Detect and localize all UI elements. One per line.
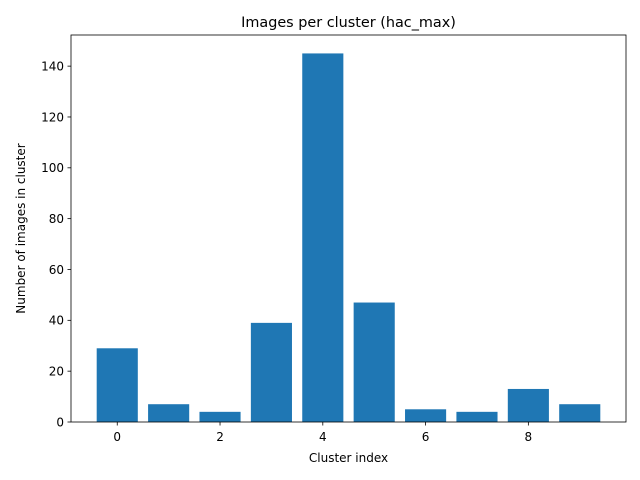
bars-group bbox=[96, 53, 601, 423]
y-tick-label: 100 bbox=[41, 161, 64, 175]
bar-cluster-5 bbox=[353, 302, 395, 422]
y-tick-label: 140 bbox=[41, 59, 64, 73]
y-tick-label: 20 bbox=[49, 364, 64, 378]
x-axis-ticks: 0 2 4 6 8 bbox=[113, 422, 532, 444]
y-tick-label: 0 bbox=[56, 415, 64, 429]
x-axis-label: Cluster index bbox=[309, 451, 388, 465]
y-tick-label: 120 bbox=[41, 110, 64, 124]
x-tick-label: 4 bbox=[319, 430, 327, 444]
bar-cluster-4 bbox=[302, 53, 344, 423]
y-tick-label: 80 bbox=[49, 212, 64, 226]
bar-cluster-1 bbox=[148, 404, 190, 422]
bar-cluster-9 bbox=[559, 404, 601, 422]
y-axis-ticks: 0 20 40 60 80 100 120 140 bbox=[41, 59, 71, 429]
y-tick-label: 60 bbox=[49, 263, 64, 277]
y-tick-label: 40 bbox=[49, 314, 64, 328]
y-axis-label: Number of images in cluster bbox=[14, 143, 28, 313]
bar-cluster-8 bbox=[507, 388, 549, 422]
x-tick-label: 6 bbox=[422, 430, 430, 444]
chart-title: Images per cluster (hac_max) bbox=[241, 15, 456, 31]
bar-cluster-3 bbox=[250, 322, 292, 422]
bar-cluster-6 bbox=[405, 409, 447, 422]
bar-cluster-0 bbox=[96, 348, 138, 422]
plot-frame bbox=[70, 34, 627, 423]
x-tick-label: 0 bbox=[113, 430, 121, 444]
bar-cluster-7 bbox=[456, 411, 498, 422]
x-tick-label: 8 bbox=[525, 430, 533, 444]
x-tick-label: 2 bbox=[216, 430, 224, 444]
bar-cluster-2 bbox=[199, 411, 241, 422]
